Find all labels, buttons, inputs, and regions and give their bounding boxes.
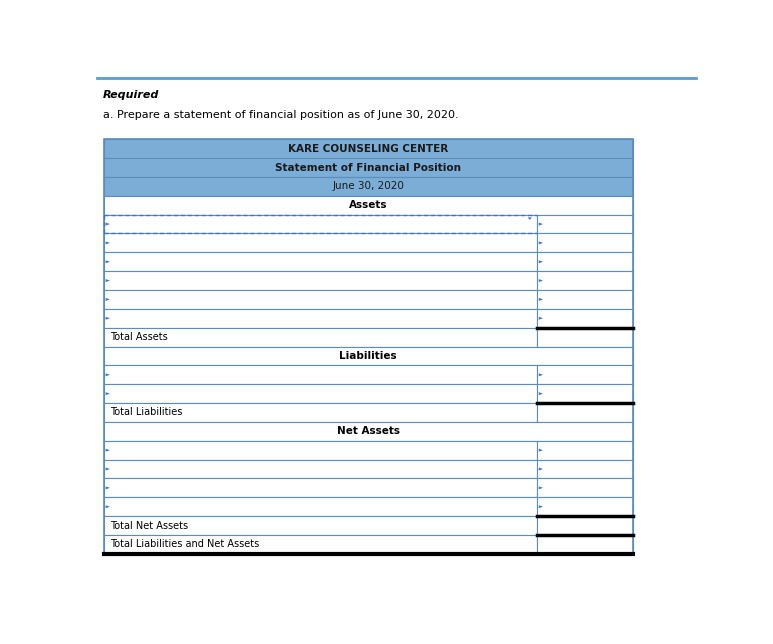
Bar xyxy=(104,196,633,214)
Text: Assets: Assets xyxy=(349,200,387,210)
Bar xyxy=(537,271,633,290)
Bar xyxy=(537,516,633,535)
Text: Total Liabilities and Net Assets: Total Liabilities and Net Assets xyxy=(110,540,259,549)
Bar xyxy=(104,290,537,309)
Bar xyxy=(104,440,537,460)
Bar xyxy=(537,384,633,403)
Polygon shape xyxy=(106,317,110,320)
Bar xyxy=(537,440,633,460)
Polygon shape xyxy=(106,506,110,508)
Polygon shape xyxy=(528,218,532,220)
Polygon shape xyxy=(539,392,543,395)
Bar xyxy=(104,384,537,403)
Bar xyxy=(104,365,537,384)
Text: KARE COUNSELING CENTER: KARE COUNSELING CENTER xyxy=(288,144,448,154)
Bar xyxy=(104,139,633,554)
Polygon shape xyxy=(539,449,543,451)
Bar xyxy=(537,460,633,478)
Text: June 30, 2020: June 30, 2020 xyxy=(332,182,404,191)
Bar xyxy=(104,346,633,365)
Polygon shape xyxy=(106,468,110,471)
Polygon shape xyxy=(539,279,543,282)
Bar xyxy=(104,177,633,196)
Bar xyxy=(537,290,633,309)
Text: Required: Required xyxy=(103,90,159,100)
Bar xyxy=(537,497,633,516)
Bar xyxy=(537,535,633,554)
Bar xyxy=(104,497,537,516)
Text: Statement of Financial Position: Statement of Financial Position xyxy=(275,162,461,173)
Bar xyxy=(104,516,537,535)
Polygon shape xyxy=(106,374,110,376)
Bar xyxy=(537,365,633,384)
Bar xyxy=(104,535,537,554)
Bar xyxy=(537,214,633,234)
Bar xyxy=(537,234,633,252)
Polygon shape xyxy=(539,317,543,320)
Bar xyxy=(104,158,633,177)
Polygon shape xyxy=(106,392,110,395)
Polygon shape xyxy=(539,486,543,489)
Polygon shape xyxy=(539,260,543,263)
Text: Net Assets: Net Assets xyxy=(337,426,400,437)
Bar xyxy=(104,252,537,271)
Bar xyxy=(104,328,537,346)
Polygon shape xyxy=(106,242,110,244)
Text: a. Prepare a statement of financial position as of June 30, 2020.: a. Prepare a statement of financial posi… xyxy=(103,109,458,120)
Polygon shape xyxy=(539,242,543,244)
Text: Total Assets: Total Assets xyxy=(110,332,168,342)
Bar xyxy=(537,478,633,497)
Bar xyxy=(104,422,633,440)
Bar xyxy=(537,328,633,346)
Bar xyxy=(104,214,537,234)
Polygon shape xyxy=(106,298,110,301)
Bar xyxy=(104,234,537,252)
Polygon shape xyxy=(539,468,543,471)
Bar xyxy=(537,403,633,422)
Text: Total Liabilities: Total Liabilities xyxy=(110,408,182,417)
Bar xyxy=(104,309,537,328)
Text: Liabilities: Liabilities xyxy=(339,351,397,361)
Bar xyxy=(104,460,537,478)
Polygon shape xyxy=(539,506,543,508)
Bar xyxy=(537,309,633,328)
Text: Total Net Assets: Total Net Assets xyxy=(110,520,188,531)
Bar xyxy=(104,271,537,290)
Bar xyxy=(537,252,633,271)
Polygon shape xyxy=(106,260,110,263)
Bar xyxy=(104,403,537,422)
Polygon shape xyxy=(106,486,110,489)
Polygon shape xyxy=(539,223,543,225)
Polygon shape xyxy=(106,449,110,451)
Polygon shape xyxy=(106,223,110,225)
Polygon shape xyxy=(539,374,543,376)
Bar xyxy=(104,139,633,158)
Polygon shape xyxy=(539,298,543,301)
Polygon shape xyxy=(106,279,110,282)
Bar xyxy=(104,478,537,497)
